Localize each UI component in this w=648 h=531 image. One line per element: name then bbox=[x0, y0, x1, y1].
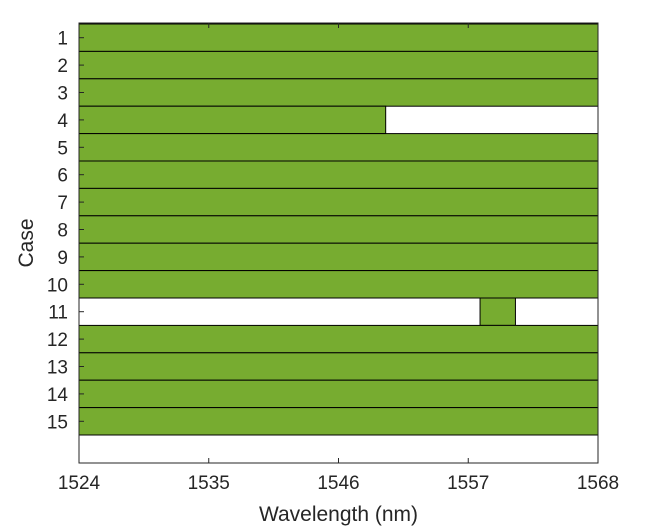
y-tick-label: 10 bbox=[47, 275, 68, 296]
bar-case-6 bbox=[78, 160, 599, 189]
y-tick-label: 8 bbox=[57, 221, 68, 242]
x-tick-label: 1546 bbox=[317, 473, 359, 494]
x-tick-label: 1557 bbox=[447, 473, 489, 494]
y-axis-title: Case bbox=[15, 218, 38, 267]
bar-case-1 bbox=[78, 23, 599, 52]
bar-case-12 bbox=[78, 324, 599, 354]
bar-case-5 bbox=[78, 133, 599, 162]
bar-case-15 bbox=[78, 407, 599, 436]
y-tick-label: 7 bbox=[57, 193, 68, 214]
plot-area-frame bbox=[78, 22, 599, 464]
y-tick-label: 9 bbox=[57, 248, 68, 269]
y-tick-label: 2 bbox=[57, 56, 68, 77]
y-tick-label: 6 bbox=[57, 166, 68, 187]
x-tick-label: 1568 bbox=[577, 473, 619, 494]
y-tick-label: 3 bbox=[57, 84, 68, 105]
y-tick-label: 13 bbox=[47, 358, 68, 379]
y-tick-label: 14 bbox=[47, 385, 69, 406]
x-tick-label: 1535 bbox=[188, 473, 230, 494]
y-tick-label: 11 bbox=[48, 303, 68, 324]
bar-case-10 bbox=[78, 270, 599, 299]
bar-case-8 bbox=[78, 215, 599, 244]
bar-case-3 bbox=[78, 78, 599, 107]
bar-case-9 bbox=[78, 242, 599, 272]
bar-case-4 bbox=[78, 105, 387, 135]
bar-case-11 bbox=[479, 297, 516, 326]
y-tick-label: 12 bbox=[47, 330, 68, 351]
y-tick-label: 15 bbox=[47, 412, 68, 433]
bars-group bbox=[78, 23, 599, 436]
bar-case-2 bbox=[78, 50, 599, 80]
bar-case-14 bbox=[78, 379, 599, 409]
y-tick-label: 5 bbox=[57, 138, 68, 159]
y-tick-label: 1 bbox=[57, 29, 68, 50]
y-tick-label: 4 bbox=[57, 111, 68, 132]
x-tick-label: 1524 bbox=[58, 473, 101, 494]
bar-case-7 bbox=[78, 187, 599, 217]
bar-case-13 bbox=[78, 352, 599, 381]
x-axis-title: Wavelength (nm) bbox=[259, 503, 418, 526]
